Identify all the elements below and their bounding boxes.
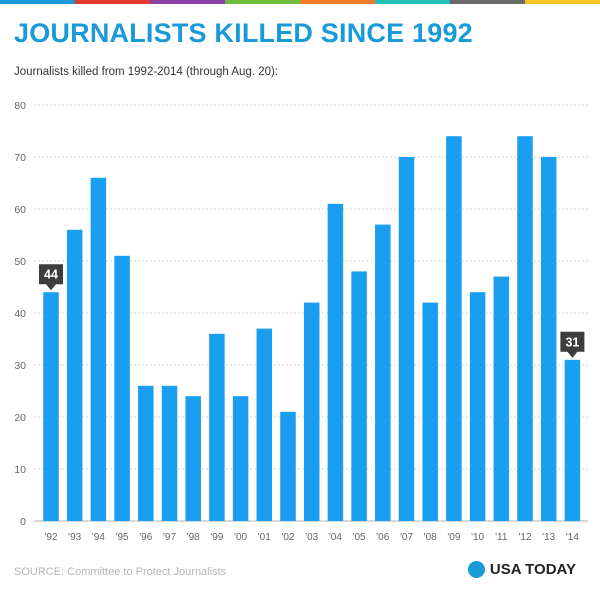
brand-dot-icon — [467, 561, 485, 578]
chart-title: JOURNALISTS KILLED SINCE 1992 — [14, 18, 473, 48]
bar — [209, 333, 225, 521]
bar — [517, 136, 533, 521]
color-strip-segment — [450, 0, 525, 4]
x-tick-label: '96 — [139, 532, 152, 543]
y-tick-label: 30 — [14, 360, 26, 372]
bar — [280, 411, 296, 521]
x-tick-label: '10 — [471, 532, 484, 543]
value-callout — [560, 331, 585, 358]
y-tick-label: 50 — [14, 256, 26, 268]
bar — [185, 396, 201, 521]
x-tick-label: '08 — [424, 532, 437, 543]
x-tick-label: '95 — [116, 532, 129, 543]
bar — [303, 302, 320, 521]
bar — [232, 396, 249, 521]
x-tick-label: '00 — [234, 532, 247, 543]
y-tick-label: 20 — [14, 412, 26, 424]
x-tick-label: '05 — [353, 532, 366, 543]
bar — [375, 224, 391, 521]
x-tick-label: '06 — [376, 532, 389, 543]
bar-chart: 0 10 20 30 40 50 60 70 80 '92 '93 '94 '95 '96 '97 '98 '9… — [14, 100, 588, 543]
bar — [327, 203, 344, 522]
color-strip-segment — [75, 0, 150, 4]
y-tick-label: 40 — [14, 308, 26, 320]
x-tick-label: '04 — [329, 532, 342, 543]
color-strip-segment — [150, 0, 225, 4]
y-tick-label: 60 — [14, 204, 26, 216]
x-tick-label: '07 — [400, 532, 413, 543]
x-tick-label: '02 — [281, 532, 294, 543]
bar — [161, 385, 178, 521]
y-tick-label: 0 — [20, 516, 26, 528]
x-tick-label: '98 — [187, 532, 200, 543]
color-strip-segment — [225, 0, 300, 4]
x-tick-label: '14 — [566, 532, 579, 543]
bar — [564, 359, 581, 521]
color-strip-segment — [375, 0, 450, 4]
x-tick-label: '94 — [92, 532, 105, 543]
bar — [138, 385, 154, 521]
chart-subtitle: Journalists killed from 1992-2014 (throu… — [14, 66, 279, 78]
bar — [66, 229, 83, 522]
y-tick-label: 80 — [14, 100, 26, 112]
data-label: 31 — [565, 335, 579, 349]
x-tick-label: '03 — [305, 532, 318, 543]
brand-name: USA TODAY — [489, 561, 576, 578]
x-tick-label: '11 — [495, 532, 508, 543]
bar — [469, 292, 486, 521]
bar — [493, 276, 510, 521]
x-tick-label: '01 — [258, 532, 271, 543]
bar — [90, 177, 107, 522]
color-strip-segment — [525, 0, 600, 4]
x-tick-label: '93 — [68, 532, 81, 543]
x-tick-label: '99 — [210, 532, 223, 543]
x-tick-label: '12 — [518, 532, 531, 543]
color-strip-segment — [0, 0, 75, 4]
value-callout — [39, 264, 63, 291]
bar — [43, 292, 59, 521]
bar — [540, 157, 557, 521]
data-label: 44 — [44, 268, 58, 282]
brand-logo: USA TODAY — [467, 561, 576, 578]
source-note: SOURCE: Committee to Protect Journalists — [14, 566, 227, 578]
bar — [351, 271, 367, 521]
bar — [256, 328, 273, 521]
bar — [422, 302, 438, 521]
color-strip — [0, 0, 600, 4]
y-tick-label: 70 — [14, 152, 26, 164]
x-tick-label: '09 — [447, 532, 460, 543]
color-strip-segment — [300, 0, 375, 4]
bar — [446, 136, 462, 521]
x-tick-label: '92 — [44, 532, 57, 543]
bar — [398, 157, 415, 521]
x-tick-label: '13 — [542, 532, 555, 543]
y-tick-label: 10 — [14, 464, 26, 476]
x-tick-label: '97 — [163, 532, 176, 543]
bar — [114, 255, 130, 522]
